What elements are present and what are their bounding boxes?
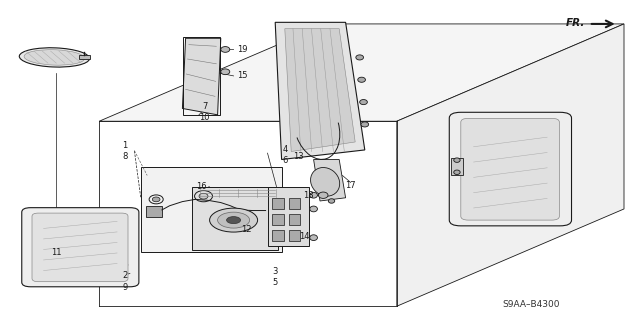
Text: 15: 15: [237, 71, 247, 80]
Bar: [79, 55, 90, 59]
Ellipse shape: [152, 197, 160, 202]
Bar: [289, 198, 300, 209]
Polygon shape: [314, 160, 346, 201]
Text: 1: 1: [122, 141, 127, 150]
FancyBboxPatch shape: [461, 118, 559, 220]
Ellipse shape: [19, 48, 90, 67]
Ellipse shape: [319, 192, 328, 198]
Text: 14: 14: [299, 232, 309, 241]
Ellipse shape: [24, 50, 84, 65]
Text: FR.: FR.: [566, 18, 586, 28]
Text: S9AA–B4300: S9AA–B4300: [502, 300, 560, 309]
Ellipse shape: [454, 170, 460, 174]
Polygon shape: [182, 38, 221, 115]
Bar: [272, 214, 284, 225]
Ellipse shape: [227, 217, 241, 224]
Ellipse shape: [218, 212, 250, 228]
Ellipse shape: [358, 77, 365, 82]
Text: 5: 5: [273, 278, 278, 287]
Text: 8: 8: [122, 152, 127, 161]
Bar: [183, 37, 220, 115]
Ellipse shape: [310, 206, 317, 212]
Bar: [141, 167, 282, 252]
Text: 6: 6: [282, 156, 287, 165]
Bar: [192, 187, 278, 250]
Text: 10: 10: [200, 113, 210, 122]
Text: 18: 18: [303, 191, 314, 200]
Text: 13: 13: [293, 152, 304, 161]
Bar: [268, 187, 309, 246]
Ellipse shape: [361, 122, 369, 127]
Ellipse shape: [221, 69, 230, 75]
FancyBboxPatch shape: [32, 213, 128, 282]
Text: 16: 16: [196, 182, 207, 191]
Polygon shape: [397, 24, 624, 306]
Text: 2: 2: [122, 271, 127, 280]
Bar: [451, 158, 463, 175]
Ellipse shape: [310, 167, 340, 196]
Ellipse shape: [210, 208, 258, 232]
Ellipse shape: [328, 199, 335, 203]
Ellipse shape: [360, 100, 367, 105]
Bar: [146, 206, 162, 217]
Bar: [289, 230, 300, 241]
Polygon shape: [99, 24, 624, 121]
Text: 17: 17: [346, 181, 356, 189]
Text: 3: 3: [273, 267, 278, 276]
Text: 7: 7: [202, 102, 207, 111]
Ellipse shape: [199, 193, 208, 199]
Polygon shape: [275, 22, 365, 160]
Text: 9: 9: [122, 283, 127, 292]
Polygon shape: [285, 29, 355, 152]
Text: 11: 11: [51, 248, 61, 257]
Text: 12: 12: [241, 225, 252, 234]
Bar: [272, 198, 284, 209]
FancyBboxPatch shape: [449, 112, 572, 226]
Bar: [289, 214, 300, 225]
Ellipse shape: [310, 235, 317, 241]
Ellipse shape: [356, 55, 364, 60]
FancyBboxPatch shape: [22, 208, 139, 287]
Ellipse shape: [310, 192, 317, 198]
Ellipse shape: [454, 158, 460, 162]
Ellipse shape: [221, 47, 230, 52]
Bar: [272, 230, 284, 241]
Text: 4: 4: [282, 145, 287, 154]
Text: 19: 19: [237, 45, 247, 54]
